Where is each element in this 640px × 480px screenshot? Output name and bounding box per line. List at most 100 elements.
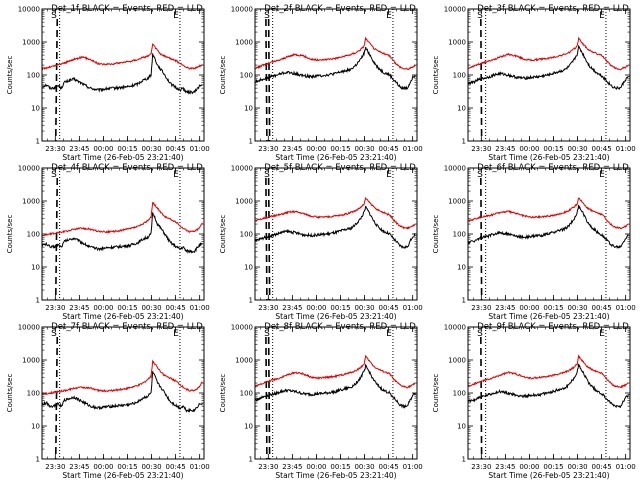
marker-label: S [51, 170, 57, 180]
marker-label: S [51, 11, 57, 21]
dashed-marker-line [54, 336, 59, 459]
x-tick-label: 00:30 [354, 304, 374, 312]
marker-label: S [477, 170, 483, 180]
x-tick-label: 00:00 [93, 304, 113, 312]
x-tick-label: 23:30 [258, 145, 278, 153]
y-axis-label: Counts/sec [219, 215, 227, 254]
x-tick-label: 00:45 [166, 463, 186, 471]
events-series-line [42, 53, 203, 95]
y-tick-label: 1000 [448, 357, 466, 365]
x-tick-label: 00:45 [166, 145, 186, 153]
y-tick-label: 10 [31, 423, 40, 431]
plot-area [42, 168, 203, 300]
y-tick-label: 100 [27, 72, 40, 80]
x-tick-label: 23:45 [69, 145, 89, 153]
x-tick-label: 00:00 [306, 145, 326, 153]
x-tick-label: 00:45 [379, 145, 399, 153]
plot-area [468, 327, 629, 459]
x-tick-label: 00:30 [354, 463, 374, 471]
y-tick-label: 10000 [231, 324, 253, 332]
dashed-marker-line [265, 336, 268, 459]
x-tick-label: 23:30 [45, 304, 65, 312]
x-tick-label: 00:00 [93, 145, 113, 153]
x-tick-label: 00:30 [354, 145, 374, 153]
x-tick-label: 00:15 [330, 463, 350, 471]
x-tick-label: 01:00 [190, 304, 210, 312]
plot-frame [41, 8, 205, 142]
x-tick-label: 23:30 [45, 145, 65, 153]
x-tick-label: 00:45 [379, 463, 399, 471]
y-tick-label: 10000 [18, 324, 40, 332]
marker-label: S [264, 170, 270, 180]
y-tick-label: 100 [27, 390, 40, 398]
y-tick-label: 1 [36, 138, 40, 146]
x-tick-label: 23:30 [471, 463, 491, 471]
lld-series-line [255, 36, 416, 71]
x-tick-label: 00:15 [117, 463, 137, 471]
lld-series-line [468, 36, 629, 71]
y-tick-label: 1 [249, 456, 253, 464]
x-axis-label: Start Time (26-Feb-05 23:21:40) [275, 471, 396, 480]
x-tick-label: 23:45 [495, 463, 515, 471]
x-tick-label: 00:15 [117, 304, 137, 312]
y-tick-label: 10 [457, 105, 466, 113]
x-tick-label: 00:00 [306, 463, 326, 471]
x-tick-label: 00:30 [567, 304, 587, 312]
y-tick-label: 10000 [444, 324, 466, 332]
marker-label: S [264, 11, 270, 21]
y-tick-label: 1000 [448, 198, 466, 206]
x-axis-label: Start Time (26-Feb-05 23:21:40) [488, 312, 609, 321]
dashed-marker-line [265, 177, 268, 300]
x-tick-label: 00:45 [592, 304, 612, 312]
x-tick-label: 23:30 [258, 304, 278, 312]
x-axis-label: Start Time (26-Feb-05 23:21:40) [488, 471, 609, 480]
y-tick-label: 10 [244, 105, 253, 113]
x-tick-label: 00:15 [330, 145, 350, 153]
y-tick-label: 1 [249, 138, 253, 146]
y-axis-label: Counts/sec [432, 374, 440, 413]
x-tick-label: 01:00 [403, 463, 423, 471]
plot-frame [467, 326, 631, 460]
x-tick-label: 00:45 [592, 463, 612, 471]
y-tick-label: 1000 [22, 198, 40, 206]
x-tick-label: 01:00 [616, 463, 636, 471]
plot-frame [254, 8, 418, 142]
x-tick-label: 00:15 [543, 304, 563, 312]
y-axis-label: Counts/sec [6, 374, 14, 413]
x-tick-label: 23:30 [258, 463, 278, 471]
marker-label: E [173, 170, 179, 180]
y-tick-label: 100 [453, 72, 466, 80]
marker-label: S [264, 329, 270, 339]
x-tick-label: 00:00 [519, 145, 539, 153]
y-tick-label: 10000 [18, 6, 40, 14]
y-tick-label: 100 [453, 231, 466, 239]
y-axis-label: Counts/sec [432, 215, 440, 254]
x-axis-label: Start Time (26-Feb-05 23:21:40) [275, 312, 396, 321]
plot-area [468, 9, 629, 141]
y-tick-label: 1000 [235, 357, 253, 365]
plot-area [255, 168, 416, 300]
x-tick-label: 00:45 [166, 304, 186, 312]
x-tick-label: 23:45 [282, 463, 302, 471]
dashed-marker-line [54, 18, 59, 141]
x-tick-label: 01:00 [403, 304, 423, 312]
y-tick-label: 100 [453, 390, 466, 398]
x-tick-label: 23:45 [282, 304, 302, 312]
x-tick-label: 00:45 [592, 145, 612, 153]
y-axis-label: Counts/sec [6, 215, 14, 254]
marker-label: E [599, 11, 605, 21]
y-tick-label: 10 [31, 264, 40, 272]
plot-area [255, 327, 416, 459]
lld-series-line [255, 354, 416, 389]
events-series-line [42, 212, 203, 255]
y-axis-label: Counts/sec [6, 56, 14, 95]
x-axis-label: Start Time (26-Feb-05 23:21:40) [488, 153, 609, 162]
dashed-marker-line [267, 18, 271, 141]
x-tick-label: 23:30 [471, 145, 491, 153]
y-axis-label: Counts/sec [219, 374, 227, 413]
y-tick-label: 10 [31, 105, 40, 113]
